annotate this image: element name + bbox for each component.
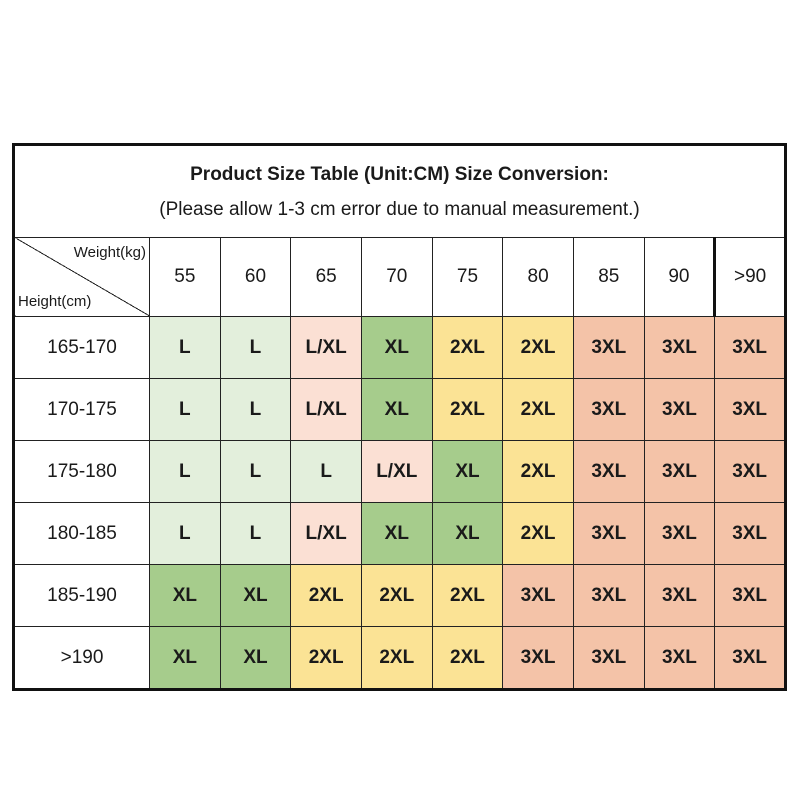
size-cell: 3XL bbox=[572, 502, 645, 565]
size-cell: L bbox=[219, 440, 292, 503]
size-cell: XL bbox=[431, 502, 504, 565]
size-cell: 2XL bbox=[431, 564, 504, 627]
size-cell: 2XL bbox=[360, 626, 433, 690]
size-cell: L bbox=[219, 316, 292, 379]
table-row: 165-170 L L L/XL XL 2XL 2XL 3XL 3XL 3XL bbox=[13, 316, 786, 379]
size-cell: L bbox=[149, 440, 221, 503]
size-cell: 3XL bbox=[572, 626, 645, 690]
size-cell: 2XL bbox=[502, 378, 574, 441]
title-line-2: (Please allow 1-3 cm error due to manual… bbox=[159, 198, 640, 220]
size-cell: 3XL bbox=[572, 440, 645, 503]
size-cell: 3XL bbox=[714, 378, 786, 441]
title-line-1: Product Size Table (Unit:CM) Size Conver… bbox=[190, 163, 609, 185]
height-range-cell: 175-180 bbox=[13, 440, 150, 503]
size-cell: 3XL bbox=[714, 440, 786, 503]
weight-header-cell: 65 bbox=[290, 237, 362, 317]
weight-header-cell: >90 bbox=[713, 237, 786, 317]
size-cell: 3XL bbox=[502, 564, 574, 627]
size-cell: 3XL bbox=[643, 316, 716, 379]
weight-header-cell: 90 bbox=[643, 237, 716, 317]
size-cell: XL bbox=[360, 316, 433, 379]
table-row: >190 XL XL 2XL 2XL 2XL 3XL 3XL 3XL 3XL bbox=[13, 626, 786, 690]
weight-header-cell: 70 bbox=[360, 237, 433, 317]
weight-axis-label: Weight(kg) bbox=[73, 244, 146, 261]
size-cell: L bbox=[149, 502, 221, 565]
size-cell: 2XL bbox=[502, 440, 574, 503]
size-cell: 3XL bbox=[714, 564, 786, 627]
height-range-cell: 170-175 bbox=[13, 378, 150, 441]
weight-header-cell: 60 bbox=[219, 237, 292, 317]
weight-header-cell: 75 bbox=[431, 237, 504, 317]
size-cell: L bbox=[219, 378, 292, 441]
size-cell: 3XL bbox=[643, 440, 716, 503]
table-row: 170-175 L L L/XL XL 2XL 2XL 3XL 3XL 3XL bbox=[13, 378, 786, 441]
height-range-cell: 180-185 bbox=[13, 502, 150, 565]
size-cell: XL bbox=[219, 564, 292, 627]
size-cell: 2XL bbox=[502, 316, 574, 379]
size-cell: L/XL bbox=[360, 440, 433, 503]
size-cell: L bbox=[149, 316, 221, 379]
size-cell: 3XL bbox=[643, 564, 716, 627]
size-cell: 2XL bbox=[290, 564, 362, 627]
corner-cell: Weight(kg) Height(cm) bbox=[13, 237, 150, 317]
table-row: 180-185 L L L/XL XL XL 2XL 3XL 3XL 3XL bbox=[13, 502, 786, 565]
size-cell: 3XL bbox=[572, 564, 645, 627]
size-cell: 2XL bbox=[502, 502, 574, 565]
size-cell: 3XL bbox=[714, 626, 786, 690]
weight-header-row: Weight(kg) Height(cm) 55 60 65 70 75 80 85 90 >9… bbox=[13, 237, 786, 317]
size-cell: L/XL bbox=[290, 502, 362, 565]
height-axis-label: Height(cm) bbox=[18, 293, 92, 310]
height-range-cell: 185-190 bbox=[13, 564, 150, 627]
height-range-cell: 165-170 bbox=[13, 316, 150, 379]
size-cell: 2XL bbox=[431, 316, 504, 379]
size-cell: XL bbox=[360, 378, 433, 441]
size-cell: L/XL bbox=[290, 378, 362, 441]
weight-header-cell: 85 bbox=[572, 237, 645, 317]
size-cell: L/XL bbox=[290, 316, 362, 379]
size-cell: 2XL bbox=[431, 378, 504, 441]
size-cell: 3XL bbox=[714, 502, 786, 565]
table-title: Product Size Table (Unit:CM) Size Conver… bbox=[13, 144, 786, 238]
size-cell: XL bbox=[149, 564, 221, 627]
table-row: 185-190 XL XL 2XL 2XL 2XL 3XL 3XL 3XL 3XL bbox=[13, 564, 786, 627]
size-cell: XL bbox=[149, 626, 221, 690]
size-cell: L bbox=[149, 378, 221, 441]
size-cell: 2XL bbox=[290, 626, 362, 690]
weight-header-cell: 80 bbox=[502, 237, 574, 317]
weight-header-cell: 55 bbox=[149, 237, 221, 317]
size-cell: 3XL bbox=[643, 378, 716, 441]
size-cell: 3XL bbox=[643, 502, 716, 565]
size-chart-table: Product Size Table (Unit:CM) Size Conver… bbox=[12, 143, 787, 691]
size-cell: L bbox=[290, 440, 362, 503]
size-cell: XL bbox=[360, 502, 433, 565]
size-cell: 3XL bbox=[572, 378, 645, 441]
height-range-cell: >190 bbox=[13, 626, 150, 690]
size-cell: 3XL bbox=[572, 316, 645, 379]
size-cell: 3XL bbox=[714, 316, 786, 379]
size-cell: 2XL bbox=[360, 564, 433, 627]
size-cell: 3XL bbox=[643, 626, 716, 690]
table-row: 175-180 L L L L/XL XL 2XL 3XL 3XL 3XL bbox=[13, 440, 786, 503]
size-cell: 3XL bbox=[502, 626, 574, 690]
size-cell: XL bbox=[431, 440, 504, 503]
size-cell: L bbox=[219, 502, 292, 565]
size-cell: 2XL bbox=[431, 626, 504, 690]
size-cell: XL bbox=[219, 626, 292, 690]
